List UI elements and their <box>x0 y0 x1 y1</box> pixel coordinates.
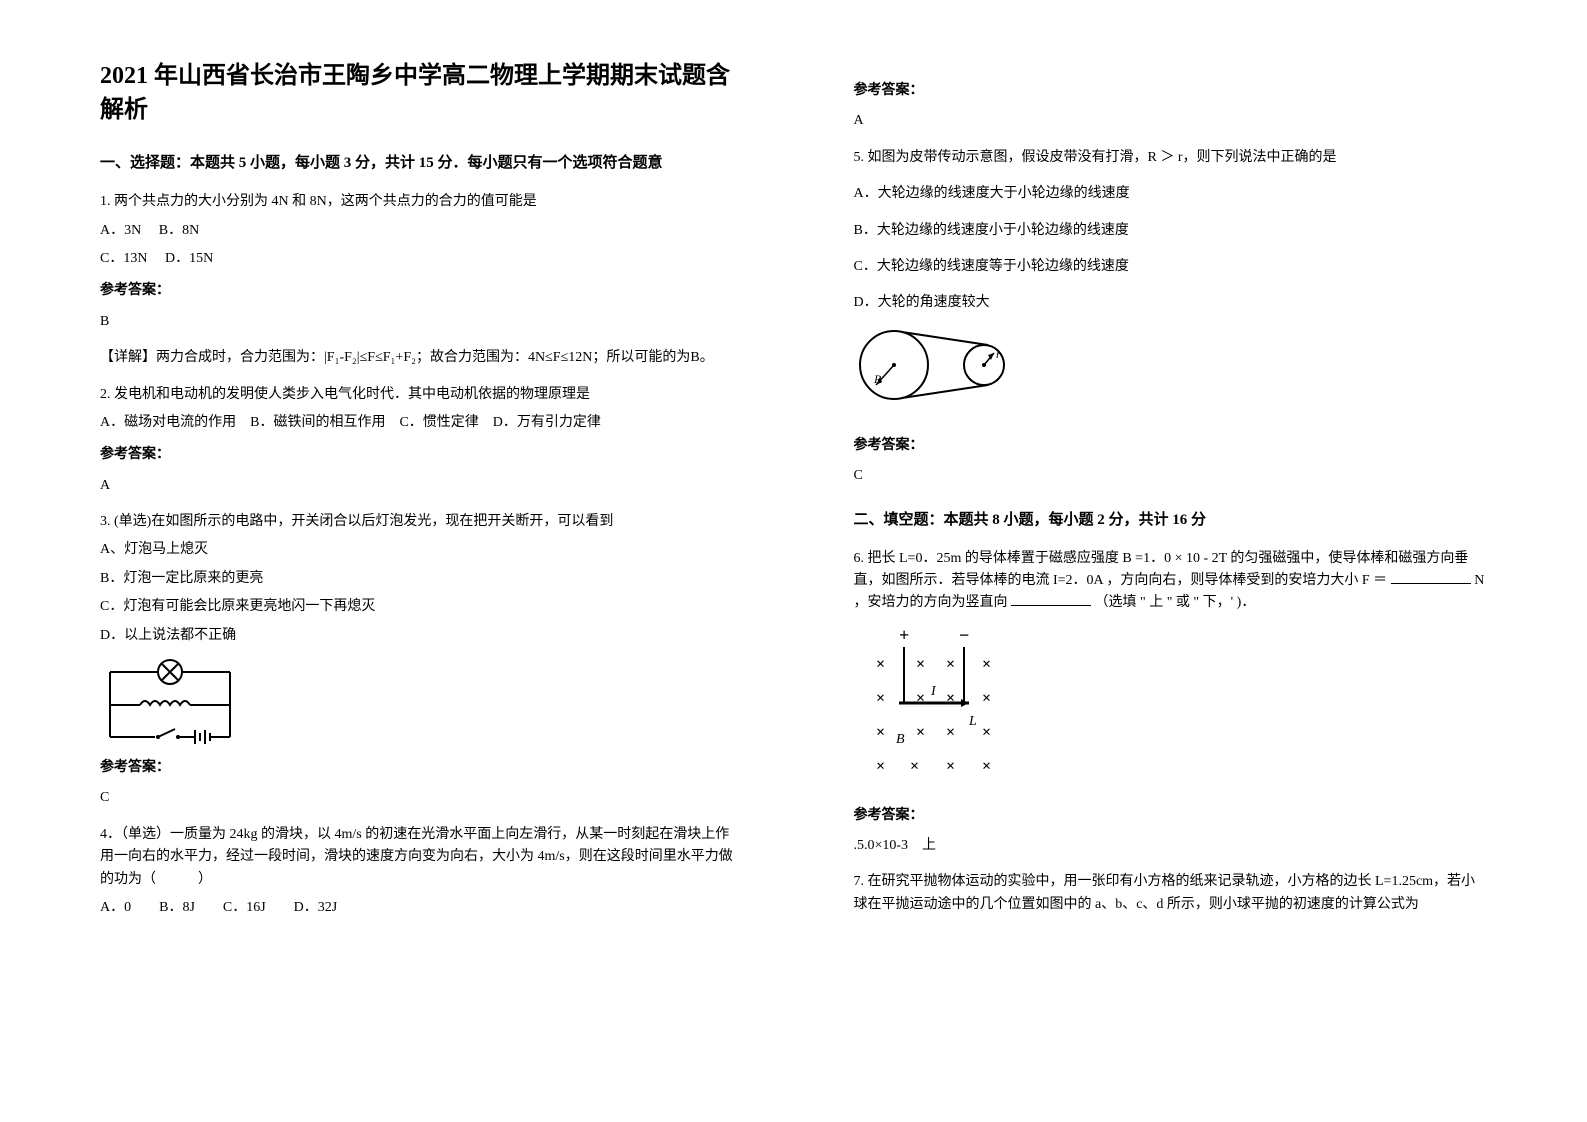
svg-text:×: × <box>982 758 991 775</box>
svg-text:×: × <box>916 690 925 707</box>
q4-stem: 4．（单选）一质量为 24kg 的滑块，以 4m/s 的初速在光滑水平面上向左滑… <box>100 824 734 891</box>
q5-opt-a: A．大轮边缘的线速度大于小轮边缘的线速度 <box>854 183 1488 205</box>
doc-title: 2021 年山西省长治市王陶乡中学高二物理上学期期末试题含解析 <box>100 60 734 127</box>
svg-text:×: × <box>982 690 991 707</box>
svg-text:×: × <box>876 758 885 775</box>
column-right: 参考答案： A 5. 如图为皮带传动示意图，假设皮带没有打滑，R ＞ r，则下列… <box>794 0 1587 1122</box>
belt-drive-icon: R r <box>854 325 1024 405</box>
q7-stem: 7. 在研究平抛物体运动的实验中，用一张印有小方格的纸来记录轨迹，小方格的边长 … <box>854 871 1488 916</box>
q5-opt-c: C．大轮边缘的线速度等于小轮边缘的线速度 <box>854 256 1488 278</box>
q3-stem: 3. (单选)在如图所示的电路中，开关闭合以后灯泡发光，现在把开关断开，可以看到 <box>100 511 734 533</box>
q1-options-row2: C．13N D．15N <box>100 248 734 270</box>
svg-text:r: r <box>996 347 1001 361</box>
q3-opt-c: C．灯泡有可能会比原来更亮地闪一下再熄灭 <box>100 596 734 618</box>
svg-text:L: L <box>968 714 977 729</box>
q6-blank-1 <box>1391 570 1471 584</box>
q3-answer: C <box>100 787 734 809</box>
q1-options-row1: A．3N B．8N <box>100 220 734 242</box>
q5-answer: C <box>854 465 1488 487</box>
q2-stem: 2. 发电机和电动机的发明使人类步入电气化时代．其中电动机依据的物理原理是 <box>100 384 734 406</box>
svg-text:×: × <box>910 758 919 775</box>
q6-stem-a: 6. 把长 L=0．25m 的导体棒置于磁感应强度 B =1．0 × 10 - … <box>854 551 1469 588</box>
svg-text:×: × <box>946 758 955 775</box>
q5-belt-figure: R r <box>854 325 1488 405</box>
svg-text:R: R <box>873 372 882 386</box>
q6-field-figure: + − × × × × × × × × × × × × × × × × I <box>854 625 1488 795</box>
svg-text:×: × <box>982 656 991 673</box>
svg-text:B: B <box>896 732 905 747</box>
q3-opt-a: A、灯泡马上熄灭 <box>100 539 734 561</box>
section1-heading: 一、选择题：本题共 5 小题，每小题 3 分，共计 15 分．每小题只有一个选项… <box>100 151 734 175</box>
q1-opt-b: B．8N <box>159 223 199 238</box>
svg-text:×: × <box>982 724 991 741</box>
q2-answer: A <box>100 475 734 497</box>
svg-text:−: − <box>959 625 969 645</box>
svg-text:×: × <box>946 690 955 707</box>
q3-circuit-figure <box>100 657 734 747</box>
q1-stem: 1. 两个共点力的大小分别为 4N 和 8N，这两个共点力的合力的值可能是 <box>100 191 734 213</box>
q1-opt-c: C．13N <box>100 251 147 266</box>
svg-text:×: × <box>876 656 885 673</box>
q4-answer: A <box>854 110 1488 132</box>
question-5: 5. 如图为皮带传动示意图，假设皮带没有打滑，R ＞ r，则下列说法中正确的是 … <box>854 147 1488 488</box>
q3-opt-b: B．灯泡一定比原来的更亮 <box>100 568 734 590</box>
q5-stem: 5. 如图为皮带传动示意图，假设皮带没有打滑，R ＞ r，则下列说法中正确的是 <box>854 147 1488 169</box>
svg-text:×: × <box>916 656 925 673</box>
q1-opt-a: A．3N <box>100 223 141 238</box>
q6-stem-c: （选填 " 上 " 或 " 下，' )． <box>1095 595 1256 610</box>
q2-answer-label: 参考答案： <box>100 444 734 466</box>
section2-heading: 二、填空题：本题共 8 小题，每小题 2 分，共计 16 分 <box>854 508 1488 532</box>
svg-text:×: × <box>946 724 955 741</box>
svg-text:×: × <box>916 724 925 741</box>
q1-detail: 【详解】两力合成时，合力范围为：|F₁-F₂|≤F≤F₁+F₂；故合力范围为：4… <box>100 347 734 369</box>
q5-opt-d: D．大轮的角速度较大 <box>854 292 1488 314</box>
page-root: 2021 年山西省长治市王陶乡中学高二物理上学期期末试题含解析 一、选择题：本题… <box>0 0 1587 1122</box>
svg-text:×: × <box>876 724 885 741</box>
q3-opt-d: D．以上说法都不正确 <box>100 625 734 647</box>
q1-answer: B <box>100 311 734 333</box>
q1-opt-d: D．15N <box>165 251 213 266</box>
magnetic-field-icon: + − × × × × × × × × × × × × × × × × I <box>854 625 1014 795</box>
q6-answer-label: 参考答案： <box>854 805 1488 827</box>
question-2: 2. 发电机和电动机的发明使人类步入电气化时代．其中电动机依据的物理原理是 A．… <box>100 384 734 498</box>
question-1: 1. 两个共点力的大小分别为 4N 和 8N，这两个共点力的合力的值可能是 A．… <box>100 191 734 369</box>
q6-answer: .5.0×10-3 上 <box>854 835 1488 857</box>
column-left: 2021 年山西省长治市王陶乡中学高二物理上学期期末试题含解析 一、选择题：本题… <box>0 0 794 1122</box>
q3-answer-label: 参考答案： <box>100 757 734 779</box>
circuit-icon <box>100 657 240 747</box>
q6-stem: 6. 把长 L=0．25m 的导体棒置于磁感应强度 B =1．0 × 10 - … <box>854 548 1488 615</box>
q2-options: A．磁场对电流的作用 B．磁铁间的相互作用 C．惯性定律 D．万有引力定律 <box>100 412 734 434</box>
svg-text:×: × <box>946 656 955 673</box>
svg-text:×: × <box>876 690 885 707</box>
q5-answer-label: 参考答案： <box>854 435 1488 457</box>
q4-options: A．0 B．8J C．16J D．32J <box>100 897 734 919</box>
question-4: 4．（单选）一质量为 24kg 的滑块，以 4m/s 的初速在光滑水平面上向左滑… <box>100 824 734 920</box>
q6-blank-2 <box>1011 592 1091 606</box>
q1-answer-label: 参考答案： <box>100 280 734 302</box>
question-7: 7. 在研究平抛物体运动的实验中，用一张印有小方格的纸来记录轨迹，小方格的边长 … <box>854 871 1488 916</box>
q5-opt-b: B．大轮边缘的线速度小于小轮边缘的线速度 <box>854 220 1488 242</box>
question-6: 6. 把长 L=0．25m 的导体棒置于磁感应强度 B =1．0 × 10 - … <box>854 548 1488 858</box>
q4-answer-label: 参考答案： <box>854 80 1488 102</box>
svg-text:+: + <box>899 625 909 645</box>
question-3: 3. (单选)在如图所示的电路中，开关闭合以后灯泡发光，现在把开关断开，可以看到… <box>100 511 734 810</box>
svg-text:I: I <box>930 684 937 699</box>
